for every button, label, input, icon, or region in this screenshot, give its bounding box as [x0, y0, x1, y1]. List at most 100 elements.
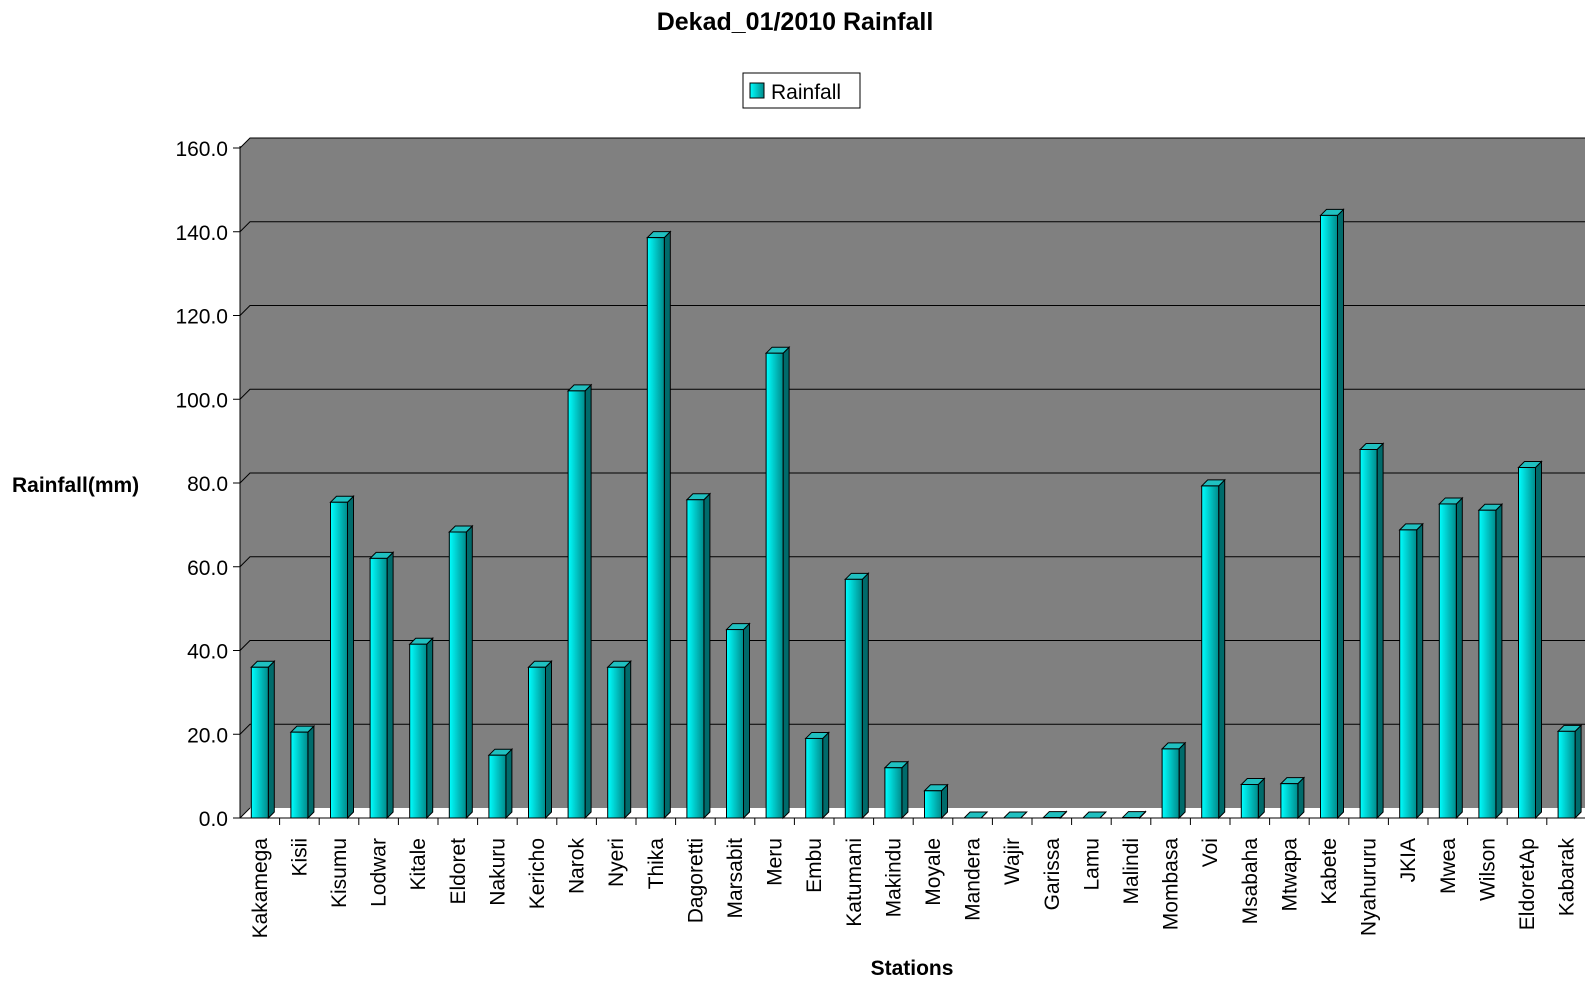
y-tick-label: 0.0: [199, 808, 228, 831]
x-tick-label: Kabete: [1318, 838, 1341, 905]
bar-side: [1337, 208, 1344, 820]
bar-side: [584, 383, 592, 820]
bar-front: [409, 643, 428, 819]
x-tick-label: JKIA: [1397, 838, 1420, 882]
legend-swatch: [749, 82, 765, 99]
chart-title: Dekad_01/2010 Rainfall: [657, 8, 934, 36]
bar: [844, 572, 870, 820]
x-tick-label: Kakamega: [249, 838, 272, 939]
bar-side: [822, 731, 830, 820]
x-tick-label: Makindu: [882, 838, 905, 917]
x-tick-label: Wilson: [1476, 838, 1499, 901]
bar-side: [1376, 442, 1384, 820]
bar-side: [386, 551, 394, 820]
bar: [685, 492, 712, 820]
bar-side: [426, 637, 434, 820]
bar-front: [1438, 503, 1457, 819]
bar: [1081, 811, 1108, 819]
x-tick-label: Meru: [764, 838, 787, 886]
x-tick-label: Mombasa: [1160, 838, 1183, 931]
bar: [1279, 776, 1306, 820]
bar-front: [1161, 748, 1180, 819]
bar: [1042, 810, 1068, 820]
bar-front: [765, 352, 784, 819]
bar: [329, 495, 355, 820]
x-tick-label: Lamu: [1080, 838, 1103, 891]
bar-side: [861, 572, 869, 820]
bar-side: [267, 660, 275, 820]
x-tick-label: Mandera: [962, 838, 985, 921]
bar-front: [1518, 467, 1536, 819]
x-tick-label: Katumani: [843, 838, 866, 927]
bar: [1398, 522, 1424, 820]
x-tick-label: Marsabit: [724, 838, 747, 919]
gridline: [239, 556, 1585, 568]
gridline: [239, 388, 1585, 400]
x-tick-label: Lodwar: [368, 838, 391, 907]
bar-side: [782, 345, 790, 820]
bar-side: [1574, 724, 1582, 820]
x-tick-label: Kabarak: [1556, 838, 1579, 917]
bar: [1121, 810, 1147, 820]
legend-label: Rainfall: [771, 81, 841, 104]
bar: [1477, 503, 1504, 820]
gridline: [239, 723, 1585, 735]
bar: [1200, 478, 1226, 820]
bar-front: [1201, 485, 1220, 819]
bar-side: [624, 660, 632, 820]
bar: [1556, 724, 1583, 820]
bar: [448, 524, 474, 820]
bar-side: [901, 760, 909, 820]
bar: [566, 383, 593, 820]
x-tick-label: Nakuru: [486, 838, 509, 906]
bar-side: [545, 660, 552, 820]
x-tick-label: Nyeri: [605, 838, 628, 887]
x-tick-label: Eldoret: [447, 838, 470, 905]
bar: [646, 230, 672, 820]
x-tick-label: Moyale: [922, 838, 945, 906]
bar: [923, 783, 949, 820]
x-tick-label: Nyahururu: [1358, 838, 1381, 936]
bar-front: [726, 629, 744, 819]
bar-side: [743, 622, 750, 820]
x-tick-label: Embu: [803, 838, 826, 893]
bar-front: [646, 237, 665, 819]
bar: [1517, 460, 1543, 820]
bar-side: [1257, 777, 1265, 820]
bar: [1319, 208, 1345, 820]
x-tick-label: EldoretAp: [1516, 838, 1539, 930]
bar: [527, 660, 553, 820]
x-tick-labels: Kakamega Kisii Kisumu Lodwar Kitale Eldoret Na…: [249, 838, 1579, 939]
bar-front: [250, 666, 269, 819]
bar-side: [307, 724, 315, 820]
y-tick-labels: 0.0 20.0 40.0 60.0 80.0 100.0 120.0 140.0 160.0: [175, 138, 228, 831]
x-tick-label: Kitale: [407, 838, 430, 891]
bar: [1438, 496, 1464, 820]
x-tick-label: Kericho: [526, 838, 549, 909]
bar-front: [1478, 509, 1497, 819]
x-tick-label: Malindi: [1120, 838, 1143, 905]
x-tick-label: Mwea: [1437, 838, 1460, 894]
x-tick-label: Narok: [566, 838, 589, 895]
bar-top: [1081, 811, 1108, 819]
bar-side: [465, 524, 473, 820]
bar: [883, 760, 910, 820]
bar-front: [844, 578, 863, 819]
bar-top: [1002, 811, 1028, 819]
gridlines: [239, 137, 1585, 735]
bar-side: [1535, 460, 1542, 820]
bar: [804, 731, 830, 820]
bar-front: [330, 501, 348, 819]
x-axis-title: Stations: [871, 957, 954, 980]
y-axis-title: Rainfall(mm): [12, 474, 139, 497]
bar: [1002, 811, 1028, 819]
x-tick-label: Dagoretti: [684, 838, 707, 923]
x-tick-label: Msabaha: [1239, 838, 1262, 925]
bar-side: [703, 492, 711, 820]
x-tick-label: Mtwapa: [1278, 838, 1301, 912]
x-tick-label: Kisii: [288, 838, 311, 877]
bar-front: [884, 767, 903, 819]
x-tick-label: Garissa: [1041, 838, 1064, 911]
